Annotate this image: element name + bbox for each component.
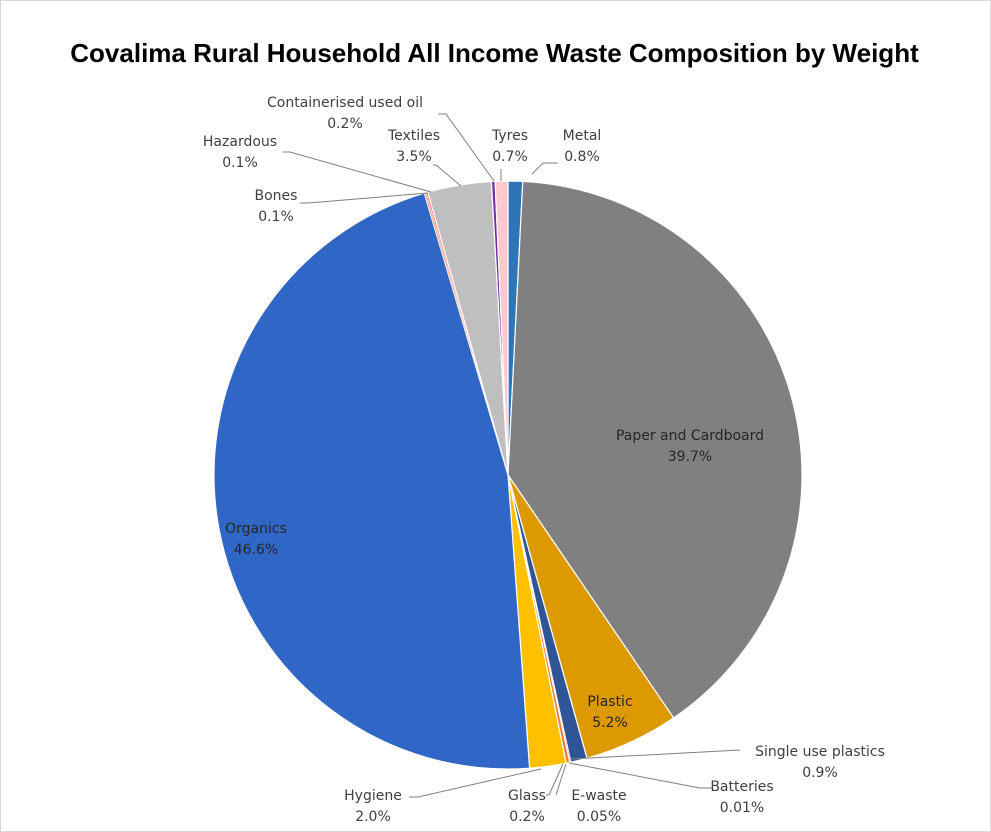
data-label-value: 0.2% (509, 809, 545, 825)
leader-line-single-use-plastics (570, 749, 741, 760)
data-label-hazardous: Hazardous 0.1% (203, 134, 277, 171)
chart-title: Covalima Rural Household All Income Wast… (70, 38, 919, 68)
leader-line-e-waste (555, 763, 567, 796)
data-label-batteries: Batteries 0.01% (710, 779, 773, 816)
data-label-value: 0.1% (222, 155, 258, 171)
data-label-tyres: Tyres 0.7% (491, 128, 528, 165)
data-label-name: Paper and Cardboard (616, 428, 764, 444)
data-label-hygiene: Hygiene 2.0% (344, 788, 402, 825)
data-label-value: 0.01% (720, 800, 764, 816)
leader-line-containerised-used-oil (438, 113, 495, 182)
slice-paper-and-cardboard (507, 180, 803, 719)
data-label-value: 0.7% (492, 149, 528, 165)
data-label-name: Hazardous (203, 134, 277, 150)
data-label-name: Plastic (587, 694, 632, 710)
data-label-value: 5.2% (592, 715, 628, 731)
data-label-name: E-waste (571, 788, 626, 804)
data-label-name: Containerised used oil (267, 95, 423, 111)
data-label-glass: Glass 0.2% (508, 788, 546, 825)
data-label-value: 0.2% (327, 116, 363, 132)
data-label-value: 0.1% (258, 209, 294, 225)
data-label-value: 0.9% (802, 765, 838, 781)
leader-line-batteries (568, 762, 712, 789)
data-label-textiles: Textiles 3.5% (387, 128, 440, 165)
data-label-name: Bones (255, 188, 298, 204)
data-label-paper-and-cardboard: Paper and Cardboard 39.7% (616, 428, 764, 465)
data-label-value: 39.7% (668, 449, 712, 465)
data-label-organics: Organics 46.6% (225, 521, 287, 558)
data-label-plastic: Plastic 5.2% (587, 694, 632, 731)
data-label-name: Glass (508, 788, 546, 804)
data-label-single-use-plastics: Single use plastics 0.9% (755, 744, 885, 781)
data-label-name: Hygiene (344, 788, 402, 804)
leader-line-textiles (433, 164, 462, 187)
leader-line-hygiene (409, 768, 542, 798)
data-label-name: Single use plastics (755, 744, 885, 760)
data-label-value: 3.5% (396, 149, 432, 165)
data-label-name: Batteries (710, 779, 773, 795)
data-label-name: Tyres (491, 128, 528, 144)
leader-line-glass (546, 763, 564, 796)
data-label-value: 0.8% (564, 149, 600, 165)
leader-line-metal (531, 162, 558, 175)
data-label-name: Organics (225, 521, 287, 537)
data-label-bones: Bones 0.1% (255, 188, 298, 225)
data-label-value: 0.05% (577, 809, 621, 825)
slice-organics (213, 192, 531, 770)
data-label-e-waste: E-waste 0.05% (571, 788, 626, 825)
data-label-value: 2.0% (355, 809, 391, 825)
leader-line-hazardous (283, 151, 432, 193)
data-label-metal: Metal 0.8% (563, 128, 602, 165)
slice-tyres (494, 180, 509, 476)
data-label-name: Textiles (387, 128, 440, 144)
data-label-containerised-used-oil: Containerised used oil 0.2% (267, 95, 423, 132)
data-label-name: Metal (563, 128, 602, 144)
data-label-value: 46.6% (234, 542, 278, 558)
leader-line-bones (300, 192, 429, 204)
